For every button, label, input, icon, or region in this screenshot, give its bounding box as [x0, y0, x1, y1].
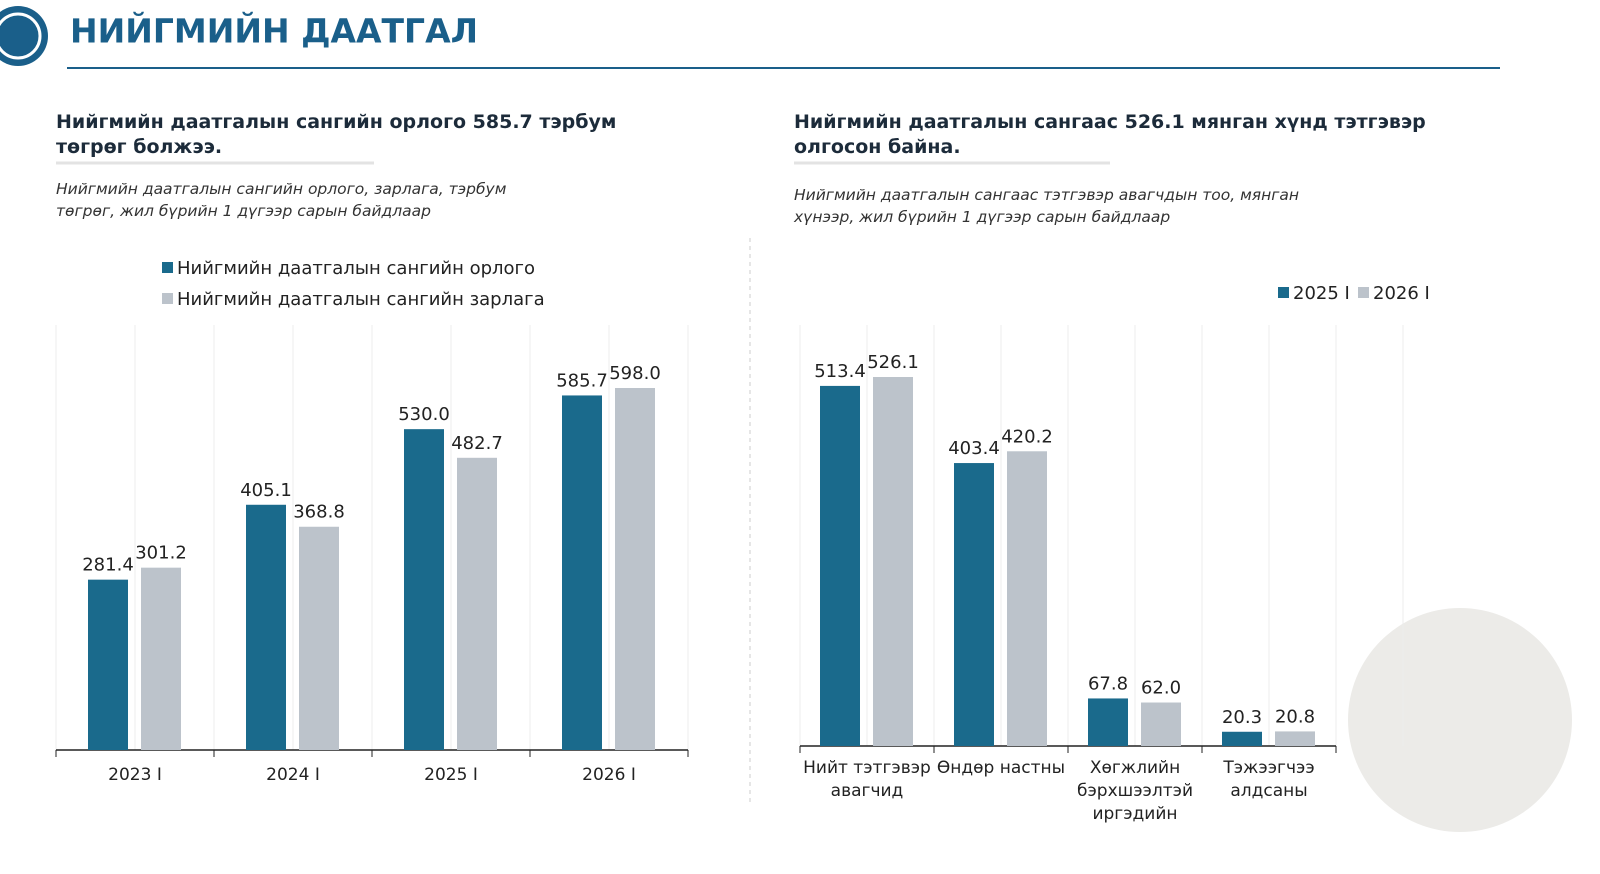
- data-label: 482.7: [451, 433, 503, 454]
- chart-subtitle: Нийгмийн даатгалын сангийн орлого, зарла…: [56, 180, 507, 220]
- legend-label: 2025 I: [1293, 283, 1350, 304]
- data-label: 598.0: [609, 363, 661, 384]
- legend-swatch: [1278, 287, 1289, 298]
- bar: [246, 504, 286, 750]
- data-label: 526.1: [867, 352, 919, 373]
- x-tick-label: Өндөр настны: [936, 758, 1066, 778]
- x-tick-label: Тэжээгчээ алдсаны: [1223, 758, 1315, 801]
- presenter-video: [1348, 608, 1572, 832]
- bar: [299, 526, 339, 750]
- bar: [1222, 731, 1262, 746]
- bar: [954, 463, 994, 746]
- bar: [873, 377, 913, 746]
- bar: [1275, 731, 1315, 746]
- x-tick-label: Нийт тэтгэвэр авагчид: [803, 758, 931, 801]
- data-label: 20.3: [1222, 707, 1262, 728]
- page-title: НИЙГМИЙН ДААТГАЛ: [70, 11, 478, 51]
- data-label: 368.8: [293, 502, 345, 523]
- legend-swatch: [1358, 287, 1369, 298]
- data-label: 301.2: [135, 543, 187, 564]
- x-tick-label: 2025 I: [424, 765, 478, 785]
- data-label: 405.1: [240, 480, 292, 501]
- bar: [88, 579, 128, 750]
- data-label: 403.4: [948, 438, 1000, 459]
- x-tick-label: 2026 I: [582, 765, 636, 785]
- legend-label: Нийгмийн даатгалын сангийн орлого: [177, 258, 535, 279]
- legend-label: 2026 I: [1373, 283, 1430, 304]
- bar: [1007, 451, 1047, 746]
- chart-subtitle: Нийгмийн даатгалын сангаас тэтгэвэр аваг…: [794, 186, 1300, 226]
- data-label: 530.0: [398, 404, 450, 425]
- bar: [404, 429, 444, 750]
- chart-title: Нийгмийн даатгалын сангийн орлого 585.7 …: [56, 111, 617, 158]
- chart-title: Нийгмийн даатгалын сангаас 526.1 мянган …: [794, 111, 1426, 158]
- legend-swatch: [162, 262, 173, 273]
- data-label: 281.4: [82, 555, 134, 576]
- x-tick-label: 2023 I: [108, 765, 162, 785]
- legend-label: Нийгмийн даатгалын сангийн зарлага: [177, 289, 545, 310]
- data-label: 67.8: [1088, 673, 1128, 694]
- bar: [820, 385, 860, 746]
- data-label: 420.2: [1001, 426, 1053, 447]
- data-label: 62.0: [1141, 678, 1181, 699]
- data-label: 513.4: [814, 361, 866, 382]
- x-tick-label: 2024 I: [266, 765, 320, 785]
- data-label: 585.7: [556, 370, 608, 391]
- data-label: 20.8: [1275, 706, 1315, 727]
- bar: [562, 395, 602, 750]
- bar: [141, 567, 181, 750]
- bar: [615, 388, 655, 750]
- logo-ring: [0, 12, 42, 60]
- bar: [1141, 702, 1181, 746]
- bar: [457, 457, 497, 750]
- x-tick-label: Хөгжлийн бэрхшээлтэй иргэдийн: [1076, 758, 1194, 824]
- legend-swatch: [162, 293, 173, 304]
- bar: [1088, 698, 1128, 746]
